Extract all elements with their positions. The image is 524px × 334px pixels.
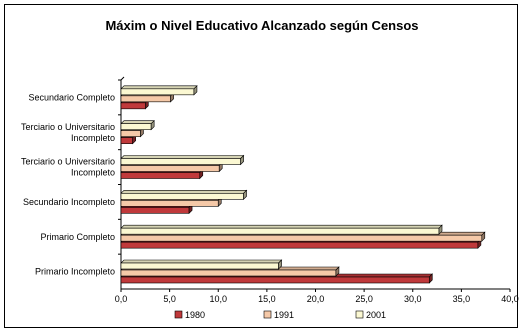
chart-title: Máxim o Nivel Educativo Alcanzado según … bbox=[105, 18, 419, 33]
bar-1980 bbox=[120, 102, 146, 110]
bar-end-face bbox=[243, 189, 247, 201]
legend-label: 2001 bbox=[366, 310, 386, 320]
x-tick-label: 20,0 bbox=[307, 294, 325, 304]
category-label: Terciario o Universitario Incompleto bbox=[21, 157, 115, 178]
bar-end-face bbox=[193, 85, 198, 96]
bar-end-face bbox=[335, 266, 340, 277]
bar-top-face bbox=[120, 190, 248, 194]
y-axis-depth-line bbox=[120, 76, 125, 81]
bar-1980 bbox=[120, 241, 479, 249]
bar-end-face bbox=[278, 259, 282, 270]
category-label: Primario Completo bbox=[40, 232, 115, 242]
x-tick-label: 15,0 bbox=[258, 294, 276, 304]
bar-2001 bbox=[120, 262, 279, 270]
legend-swatch-2001 bbox=[355, 310, 364, 319]
bar-1991 bbox=[120, 165, 220, 172]
x-tick-label: 35,0 bbox=[453, 294, 471, 304]
legend-swatch-1980 bbox=[174, 310, 183, 319]
bar-1991 bbox=[120, 269, 337, 277]
bar-2001 bbox=[120, 193, 244, 200]
category-label: Terciario o Universitario Incompleto bbox=[21, 122, 115, 143]
bar-1991 bbox=[120, 130, 141, 137]
bar-1991 bbox=[120, 200, 219, 207]
bar-1980 bbox=[120, 276, 430, 284]
legend-label: 1980 bbox=[185, 310, 205, 320]
bar-top-face bbox=[120, 155, 245, 159]
x-tick-label: 5,0 bbox=[163, 294, 176, 304]
bar-2001 bbox=[120, 88, 195, 96]
bar-top-face bbox=[120, 259, 283, 264]
bar-top-face bbox=[120, 224, 443, 229]
x-tick-label: 0,0 bbox=[115, 294, 128, 304]
legend-swatch-1991 bbox=[263, 310, 272, 319]
legend-label: 1991 bbox=[274, 310, 294, 320]
bar-end-face bbox=[150, 119, 155, 131]
bar-1991 bbox=[120, 234, 483, 242]
x-tick-label: 40,0 bbox=[501, 294, 519, 304]
bar-end-face bbox=[438, 224, 443, 235]
bar-top-face bbox=[120, 120, 155, 124]
bar-end-face bbox=[428, 273, 433, 284]
x-tick-label: 10,0 bbox=[209, 294, 227, 304]
bar-2001 bbox=[120, 158, 241, 165]
category-label: Secundario Incompleto bbox=[23, 197, 115, 207]
category-label: Secundario Completo bbox=[28, 92, 115, 102]
bar-top-face bbox=[120, 85, 198, 90]
category-label: Primario Incompleto bbox=[35, 267, 115, 277]
x-tick-label: 25,0 bbox=[355, 294, 373, 304]
bar-end-face bbox=[481, 231, 486, 242]
bar-end-face bbox=[240, 154, 244, 166]
bar-1980 bbox=[120, 137, 133, 144]
bar-2001 bbox=[120, 123, 152, 130]
bar-1980 bbox=[120, 172, 201, 179]
bar-2001 bbox=[120, 227, 440, 235]
x-tick-label: 30,0 bbox=[404, 294, 422, 304]
bar-1991 bbox=[120, 95, 171, 103]
bar-1980 bbox=[120, 207, 190, 214]
